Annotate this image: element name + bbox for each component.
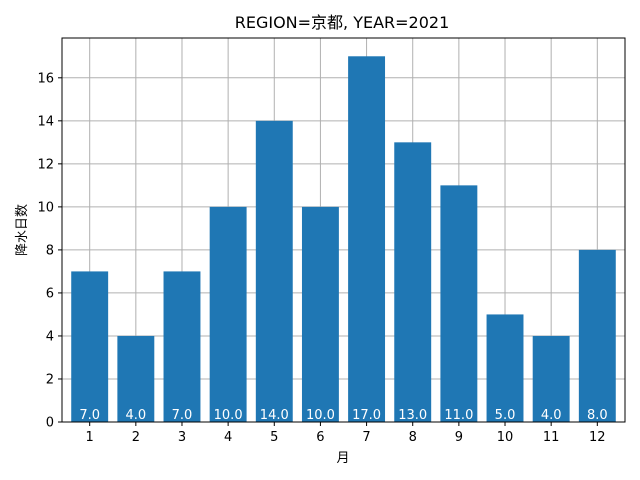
y-tick-label: 0 bbox=[46, 416, 54, 431]
bar-value-label: 10.0 bbox=[306, 408, 335, 423]
bar-value-label: 14.0 bbox=[260, 408, 289, 423]
bar bbox=[348, 56, 386, 423]
bar-value-label: 4.0 bbox=[125, 408, 146, 423]
x-tick-label: 3 bbox=[178, 430, 186, 445]
bar bbox=[255, 120, 293, 422]
x-tick-label: 1 bbox=[86, 430, 94, 445]
x-tick-label: 9 bbox=[455, 430, 463, 445]
bar bbox=[440, 185, 478, 422]
bar bbox=[71, 271, 109, 422]
bar-value-label: 11.0 bbox=[444, 408, 473, 423]
y-tick-label: 8 bbox=[46, 243, 54, 258]
bar bbox=[394, 142, 432, 423]
x-tick-label: 11 bbox=[543, 430, 560, 445]
bar bbox=[532, 335, 570, 422]
y-tick-label: 6 bbox=[46, 286, 54, 301]
bar-value-label: 13.0 bbox=[398, 408, 427, 423]
bar-value-label: 5.0 bbox=[495, 408, 516, 423]
x-tick-label: 2 bbox=[132, 430, 140, 445]
x-tick-label: 5 bbox=[270, 430, 278, 445]
x-axis-label: 月 bbox=[336, 451, 349, 466]
bar-value-label: 17.0 bbox=[352, 408, 381, 423]
y-tick-label: 4 bbox=[46, 329, 54, 344]
x-tick-label: 4 bbox=[224, 430, 232, 445]
bar-value-label: 10.0 bbox=[214, 408, 243, 423]
y-tick-label: 10 bbox=[37, 200, 54, 215]
bar bbox=[163, 271, 201, 422]
y-axis-label: 降水日数 bbox=[15, 204, 30, 256]
bar-value-label: 4.0 bbox=[541, 408, 562, 423]
bar-value-label: 8.0 bbox=[587, 408, 608, 423]
bar bbox=[117, 335, 155, 422]
bar bbox=[301, 206, 339, 422]
y-tick-label: 16 bbox=[37, 71, 54, 86]
bar-value-labels: 7.0 4.0 7.0 10.0 14.0 10.0 17.0 13.0 11.0 5.0 4.0 8… bbox=[79, 408, 607, 423]
y-tick-label: 2 bbox=[46, 372, 54, 387]
x-tick-label: 6 bbox=[316, 430, 324, 445]
bars bbox=[71, 56, 616, 423]
y-tick-label: 14 bbox=[37, 114, 54, 129]
x-tick-label: 8 bbox=[409, 430, 417, 445]
bar bbox=[209, 206, 247, 422]
bar bbox=[486, 314, 524, 422]
bar-value-label: 7.0 bbox=[172, 408, 193, 423]
y-tick-label: 12 bbox=[37, 157, 54, 172]
x-tick-label: 7 bbox=[362, 430, 370, 445]
x-tick-label: 10 bbox=[497, 430, 514, 445]
bar bbox=[578, 249, 616, 422]
chart-title: REGION=京都, YEAR=2021 bbox=[235, 13, 450, 32]
bar-value-label: 7.0 bbox=[79, 408, 100, 423]
plot-frame bbox=[61, 37, 626, 423]
x-tick-label: 12 bbox=[589, 430, 606, 445]
